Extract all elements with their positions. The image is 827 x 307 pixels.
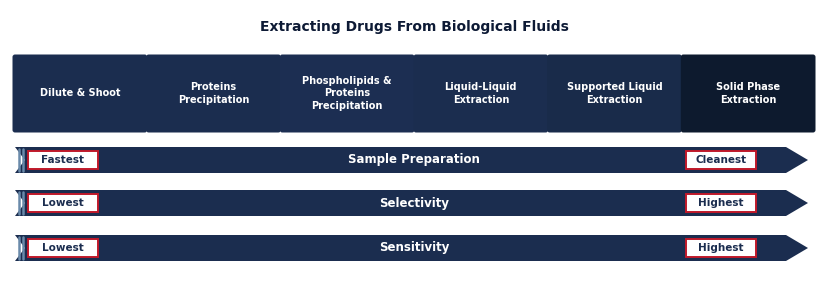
FancyBboxPatch shape — [686, 194, 755, 212]
FancyBboxPatch shape — [146, 55, 280, 133]
Text: Selectivity: Selectivity — [379, 196, 448, 209]
Text: Highest: Highest — [697, 243, 743, 253]
FancyBboxPatch shape — [12, 55, 147, 133]
FancyBboxPatch shape — [28, 151, 98, 169]
Polygon shape — [15, 190, 807, 216]
Text: Sample Preparation: Sample Preparation — [347, 154, 480, 166]
Text: Fastest: Fastest — [41, 155, 84, 165]
Text: Sensitivity: Sensitivity — [379, 242, 448, 255]
Text: Extracting Drugs From Biological Fluids: Extracting Drugs From Biological Fluids — [259, 20, 568, 34]
Text: Dilute & Shoot: Dilute & Shoot — [40, 88, 120, 99]
Text: Cleanest: Cleanest — [695, 155, 746, 165]
FancyBboxPatch shape — [28, 194, 98, 212]
FancyBboxPatch shape — [686, 239, 755, 257]
FancyBboxPatch shape — [413, 55, 547, 133]
Text: Phospholipids &
Proteins
Precipitation: Phospholipids & Proteins Precipitation — [302, 76, 391, 111]
Polygon shape — [15, 147, 807, 173]
Text: Liquid-Liquid
Extraction: Liquid-Liquid Extraction — [444, 82, 516, 105]
Text: Solid Phase
Extraction: Solid Phase Extraction — [715, 82, 779, 105]
FancyBboxPatch shape — [547, 55, 681, 133]
FancyBboxPatch shape — [686, 151, 755, 169]
Text: Highest: Highest — [697, 198, 743, 208]
Text: Lowest: Lowest — [42, 243, 84, 253]
FancyBboxPatch shape — [680, 55, 815, 133]
FancyBboxPatch shape — [280, 55, 414, 133]
FancyBboxPatch shape — [28, 239, 98, 257]
Text: Lowest: Lowest — [42, 198, 84, 208]
Polygon shape — [15, 235, 807, 261]
Text: Proteins
Precipitation: Proteins Precipitation — [178, 82, 249, 105]
Text: Supported Liquid
Extraction: Supported Liquid Extraction — [566, 82, 662, 105]
